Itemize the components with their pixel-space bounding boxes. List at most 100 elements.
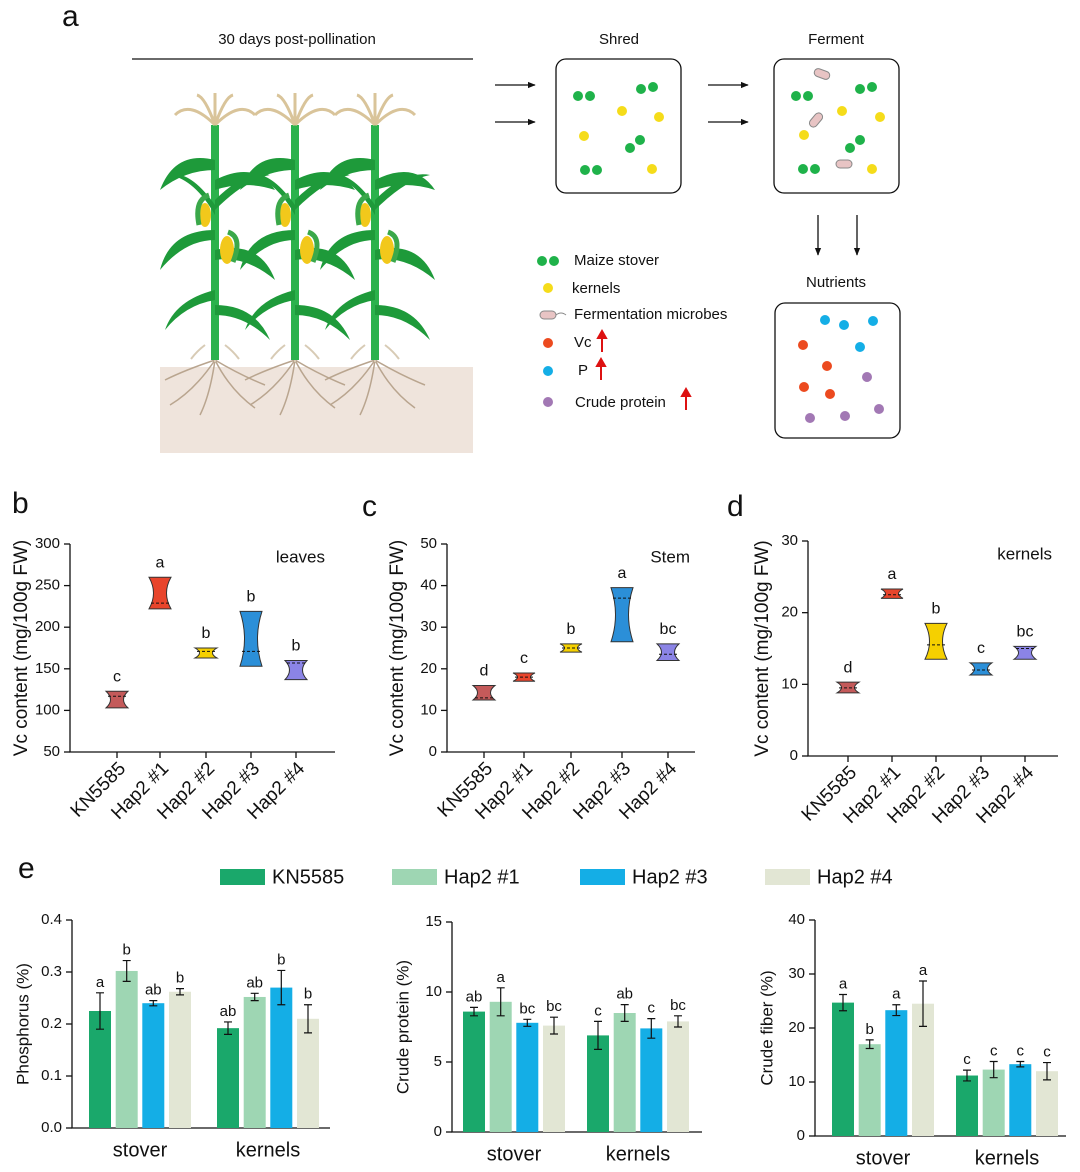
x-tick-label: stover [113,1139,168,1161]
bar [243,996,266,1128]
timeline-label: 30 days post-pollination [218,31,376,48]
significance-letter: d [844,659,853,676]
significance-letter: c [977,640,985,657]
shred-box [555,58,682,194]
legend-label: Crude protein [575,394,666,411]
x-tick-label: kernels [236,1139,300,1161]
y-tick-label: 0.1 [41,1067,62,1084]
significance-letter: a [497,969,506,986]
violin [104,690,130,709]
x-tick-label: stover [487,1143,542,1165]
legend-swatch [580,869,625,885]
error-bar [96,992,104,1030]
violin [1012,645,1038,660]
bar [613,1013,636,1132]
significance-letter: a [839,975,848,992]
violin [835,681,861,694]
step-label: Nutrients [806,274,866,291]
error-bar [674,1015,682,1028]
error-bar [1016,1060,1025,1068]
significance-letter: ab [145,982,162,999]
significance-letter: ab [246,974,263,991]
error-bar [496,987,505,1017]
y-tick-label: 0.4 [41,911,62,928]
error-bar [277,969,286,1006]
significance-letter: ab [220,1003,237,1020]
error-bar [1043,1061,1051,1081]
legend-label: Hap2 #4 [817,866,893,888]
tissue-label: kernels [997,544,1052,563]
y-tick-label: 10 [788,1073,805,1090]
legend-label: kernels [572,280,620,297]
bar [912,1003,934,1136]
panel-label: a [62,0,79,33]
maize-plant [320,93,435,415]
y-axis-label: Phosphorus (%) [13,963,32,1085]
significance-letter: ab [616,986,633,1003]
error-bar [550,1016,558,1035]
panel-label: d [727,490,744,523]
significance-letter: a [156,554,165,571]
violin [512,672,536,682]
y-tick-label: 150 [35,660,60,677]
x-tick-label: kernels [975,1147,1039,1169]
significance-letter: bc [660,621,677,638]
error-bar [224,1021,232,1035]
y-tick-label: 30 [788,965,805,982]
bar [463,1011,485,1132]
significance-letter: b [866,1021,874,1038]
bar [169,991,191,1128]
legend-label: Fermentation microbes [574,306,727,323]
bar [217,1028,239,1128]
ferment-box [773,58,900,194]
y-tick-label: 0.0 [41,1119,62,1136]
y-tick-label: 30 [781,532,798,549]
axis [451,922,702,1133]
tissue-label: leaves [276,547,325,566]
y-tick-label: 30 [420,618,437,635]
significance-letter: d [480,663,489,680]
diagram-legend: Maize stover kernels Fermentation microb… [537,252,727,411]
y-tick-label: 10 [420,701,437,718]
shred-particles [573,82,664,175]
y-tick-label: 300 [35,535,60,552]
significance-letter: b [304,986,312,1003]
y-tick-label: 20 [420,660,437,677]
legend-label: Maize stover [574,252,659,269]
bar [587,1035,609,1132]
bar [1009,1064,1032,1136]
significance-letter: c [963,1051,971,1068]
y-axis-label: Crude fiber (%) [757,970,776,1085]
error-bar [919,980,927,1027]
step-label: Ferment [808,31,865,48]
error-bar [963,1069,971,1082]
y-axis-label: Vc content (mg/100g FW) [752,540,773,756]
step-label: Shred [599,31,639,48]
y-tick-label: 50 [420,535,437,552]
bar [297,1018,319,1128]
error-bar [594,1020,602,1050]
y-tick-label: 40 [788,911,805,928]
violin [559,643,583,653]
significance-letter: c [990,1042,998,1059]
significance-letter: b [176,970,184,987]
error-bar [892,1004,901,1017]
significance-letter: a [892,986,901,1003]
legend-label: Hap2 #1 [444,866,520,888]
legend-label: Vc [574,334,592,351]
bar [956,1075,978,1136]
y-axis-label: Vc content (mg/100g FW) [387,540,408,756]
y-tick-label: 0.2 [41,1015,62,1032]
soil [160,367,473,453]
nutrient-particles [798,315,884,423]
maize-plant [240,93,355,415]
violin [239,610,263,667]
significance-letter: bc [519,1000,535,1017]
y-axis-label: Crude protein (%) [393,960,412,1094]
nutrient-box [774,302,901,439]
error-bar [523,1018,532,1027]
legend-label: KN5585 [272,866,344,888]
y-tick-label: 10 [781,675,798,692]
violin [655,643,681,661]
y-tick-label: 0 [797,1127,805,1144]
